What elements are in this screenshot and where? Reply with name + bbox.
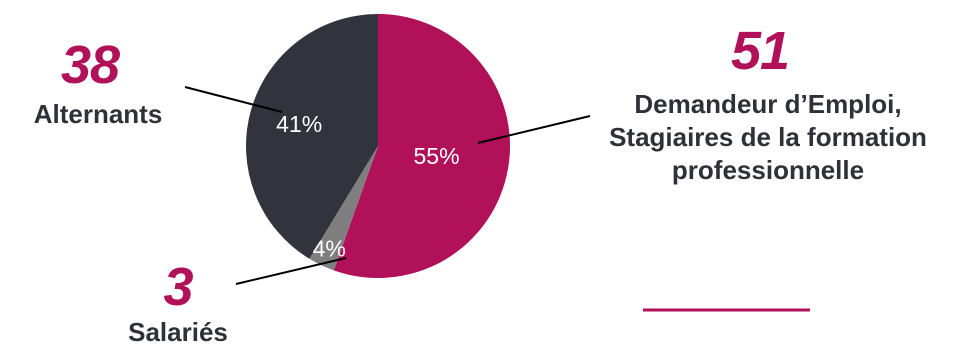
- alternants-count: 38: [60, 35, 120, 95]
- alternants-label: Alternants: [33, 99, 163, 129]
- leader-lines: [184, 86, 591, 285]
- pie-slice-salaries: [309, 146, 378, 271]
- pie-slice-demandeur: [333, 14, 510, 278]
- pie-slice-alternants: [246, 13, 378, 259]
- salaries-label: Salariés: [128, 317, 228, 347]
- leader-line-salaries: [235, 257, 347, 285]
- pie-percent-label-alternants: 41%: [276, 111, 322, 137]
- demandeur-label-line-2: Stagiaires de la formation: [609, 122, 927, 152]
- pie-percent-labels: 55% 4% 41%: [276, 111, 459, 262]
- demandeur-label-line-3: professionnelle: [671, 155, 865, 185]
- pie-percent-label-salaries: 4%: [313, 236, 346, 262]
- demandeur-label-line-1: Demandeur d’Emploi,: [634, 89, 902, 119]
- leader-line-alternants: [184, 86, 283, 113]
- leader-line-demandeur: [477, 115, 591, 144]
- pie-percent-label-demandeur: 55%: [414, 143, 460, 169]
- salaries-count: 3: [163, 257, 193, 317]
- pie-slices: [246, 13, 510, 278]
- demandeur-count: 51: [730, 21, 790, 81]
- demandeur-label: Demandeur d’Emploi, Stagiaires de la for…: [572, 88, 964, 187]
